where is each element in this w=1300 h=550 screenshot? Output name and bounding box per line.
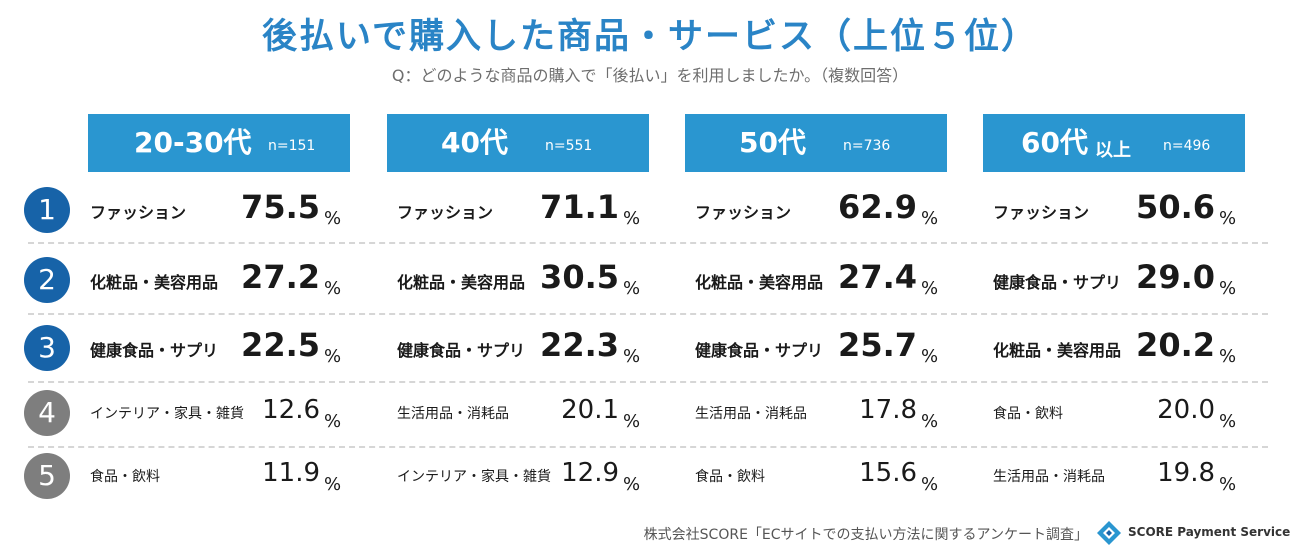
percent-sign: % (623, 474, 641, 495)
item-value: 20.2 (1136, 326, 1215, 364)
percent-sign: % (1219, 346, 1237, 367)
item-value: 15.6 (859, 458, 917, 488)
item-name: 健康食品・サプリ (90, 341, 219, 360)
item-value: 17.8 (859, 395, 917, 425)
item-value: 22.5 (241, 326, 320, 364)
percent-sign: % (623, 411, 641, 432)
item-name: インテリア・家具・雑貨 (90, 406, 244, 422)
percent-sign: % (324, 346, 342, 367)
item-name: 生活用品・消耗品 (695, 406, 807, 422)
age-group-header: 20-30代 n=151 (88, 114, 350, 172)
rank-badge-3: 3 (24, 325, 70, 371)
item-value: 19.8 (1157, 458, 1215, 488)
item-value: 20.0 (1157, 395, 1215, 425)
item-value: 62.9 (838, 188, 917, 226)
row-divider (28, 446, 1268, 448)
percent-sign: % (921, 411, 939, 432)
sample-size: n=151 (268, 138, 316, 154)
item-value: 27.2 (241, 258, 320, 296)
rank-badge-2: 2 (24, 257, 70, 303)
item-name: 生活用品・消耗品 (993, 469, 1105, 485)
item-name: 健康食品・サプリ (397, 341, 526, 360)
item-name: ファッション (695, 203, 792, 222)
item-name: インテリア・家具・雑貨 (397, 469, 551, 485)
item-name: 化粧品・美容用品 (397, 273, 526, 292)
score-logo-icon (1097, 521, 1121, 545)
item-value: 20.1 (561, 395, 619, 425)
age-group-suffix: 以上 (1095, 140, 1131, 161)
age-group-header: 40代 n=551 (387, 114, 649, 172)
percent-sign: % (324, 278, 342, 299)
percent-sign: % (623, 278, 641, 299)
item-value: 75.5 (241, 188, 320, 226)
item-value: 30.5 (540, 258, 619, 296)
item-value: 12.6 (262, 395, 320, 425)
percent-sign: % (324, 411, 342, 432)
item-value: 50.6 (1136, 188, 1215, 226)
percent-sign: % (1219, 474, 1237, 495)
item-value: 12.9 (561, 458, 619, 488)
percent-sign: % (921, 474, 939, 495)
percent-sign: % (623, 208, 641, 229)
percent-sign: % (1219, 278, 1237, 299)
item-name: ファッション (993, 203, 1090, 222)
item-value: 25.7 (838, 326, 917, 364)
row-divider (28, 313, 1268, 315)
rank-badge-1: 1 (24, 187, 70, 233)
chart-title: 後払いで購入した商品・サービス（上位５位） (262, 17, 1038, 57)
item-value: 29.0 (1136, 258, 1215, 296)
question-subtitle: Q：どのような商品の購入で「後払い」を利用しましたか。（複数回答） (391, 66, 909, 85)
item-name: 食品・飲料 (90, 469, 160, 485)
percent-sign: % (921, 278, 939, 299)
percent-sign: % (921, 208, 939, 229)
item-name: 健康食品・サプリ (695, 341, 824, 360)
logo-text: SCORE Payment Service (1128, 525, 1291, 539)
item-name: 健康食品・サプリ (993, 273, 1122, 292)
item-name: ファッション (397, 203, 494, 222)
percent-sign: % (1219, 411, 1237, 432)
age-group-label: 20-30代 (134, 126, 252, 159)
age-group-label: 50代 (739, 126, 806, 159)
item-value: 27.4 (838, 258, 917, 296)
percent-sign: % (1219, 208, 1237, 229)
sample-size: n=496 (1163, 138, 1211, 154)
row-divider (28, 381, 1268, 383)
age-group-label: 60代 (1021, 126, 1088, 159)
age-group-label: 40代 (441, 126, 508, 159)
percent-sign: % (623, 346, 641, 367)
sample-size: n=551 (545, 138, 593, 154)
percent-sign: % (324, 474, 342, 495)
item-value: 22.3 (540, 326, 619, 364)
sample-size: n=736 (843, 138, 891, 154)
rank-badge-4: 4 (24, 390, 70, 436)
row-divider (28, 242, 1268, 244)
age-group-header: 60代 以上 n=496 (983, 114, 1245, 172)
age-group-header: 50代 n=736 (685, 114, 947, 172)
item-name: 食品・飲料 (695, 469, 765, 485)
source-footer: 株式会社SCORE「ECサイトでの支払い方法に関するアンケート調査」 (643, 527, 1088, 543)
item-name: 食品・飲料 (993, 406, 1063, 422)
item-name: 化粧品・美容用品 (90, 273, 219, 292)
item-value: 71.1 (540, 188, 619, 226)
percent-sign: % (324, 208, 342, 229)
item-name: 化粧品・美容用品 (993, 341, 1122, 360)
item-name: 化粧品・美容用品 (695, 273, 824, 292)
rank-badge-5: 5 (24, 453, 70, 499)
item-name: 生活用品・消耗品 (397, 406, 509, 422)
item-name: ファッション (90, 203, 187, 222)
item-value: 11.9 (262, 458, 320, 488)
percent-sign: % (921, 346, 939, 367)
